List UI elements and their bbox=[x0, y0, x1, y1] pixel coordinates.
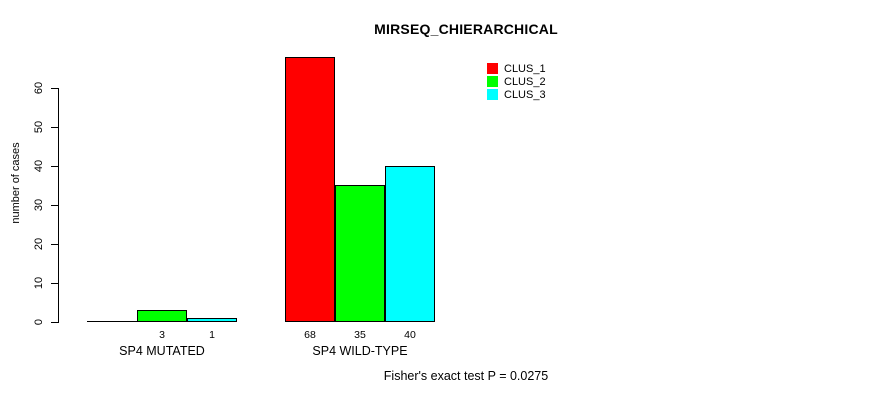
x-group-label: SP4 MUTATED bbox=[119, 344, 205, 358]
y-axis-label: number of cases bbox=[10, 142, 22, 224]
legend-swatch-clus_3 bbox=[487, 89, 498, 100]
y-axis-tick-label: 40 bbox=[33, 159, 45, 173]
x-group-label: SP4 WILD-TYPE bbox=[312, 344, 408, 358]
bar-value-label: 3 bbox=[159, 329, 165, 341]
bar-value-label: 35 bbox=[354, 329, 366, 341]
y-axis-line bbox=[58, 88, 59, 323]
legend-label: CLUS_1 bbox=[504, 62, 546, 75]
bar-clus_1-wild-type bbox=[285, 57, 335, 322]
y-axis-tick-label: 0 bbox=[33, 318, 45, 326]
legend-row: CLUS_3 bbox=[487, 88, 546, 101]
bar-clus_2-mutated bbox=[137, 310, 187, 322]
bar-clus_2-wild-type bbox=[335, 185, 385, 322]
y-axis-tick bbox=[51, 244, 58, 245]
bar-clus_3-wild-type bbox=[385, 166, 435, 322]
y-axis-tick-label: 50 bbox=[33, 120, 45, 134]
bar-value-label: 40 bbox=[404, 329, 416, 341]
y-axis-tick-label: 10 bbox=[33, 276, 45, 290]
bar-value-label: 1 bbox=[209, 329, 215, 341]
fisher-test-annotation: Fisher's exact test P = 0.0275 bbox=[383, 369, 549, 383]
bar-clus_1-zero bbox=[87, 321, 138, 322]
legend-row: CLUS_2 bbox=[487, 75, 546, 88]
y-axis-tick bbox=[51, 88, 58, 89]
y-axis-tick bbox=[51, 127, 58, 128]
legend-swatch-clus_1 bbox=[487, 63, 498, 74]
legend: CLUS_1 CLUS_2 CLUS_3 bbox=[487, 62, 546, 101]
y-axis-tick-label: 30 bbox=[33, 198, 45, 212]
y-axis-tick bbox=[51, 166, 58, 167]
y-axis-tick-label: 20 bbox=[33, 237, 45, 251]
y-axis-tick bbox=[51, 205, 58, 206]
bar-value-label: 68 bbox=[304, 329, 316, 341]
legend-row: CLUS_1 bbox=[487, 62, 546, 75]
chart-title: MIRSEQ_CHIERARCHICAL bbox=[374, 21, 558, 37]
legend-label: CLUS_2 bbox=[504, 75, 546, 88]
legend-label: CLUS_3 bbox=[504, 88, 546, 101]
y-axis-tick bbox=[51, 283, 58, 284]
legend-swatch-clus_2 bbox=[487, 76, 498, 87]
bar-clus_3-mutated bbox=[187, 318, 237, 322]
y-axis-tick bbox=[51, 322, 58, 323]
y-axis-tick-label: 60 bbox=[33, 81, 45, 95]
